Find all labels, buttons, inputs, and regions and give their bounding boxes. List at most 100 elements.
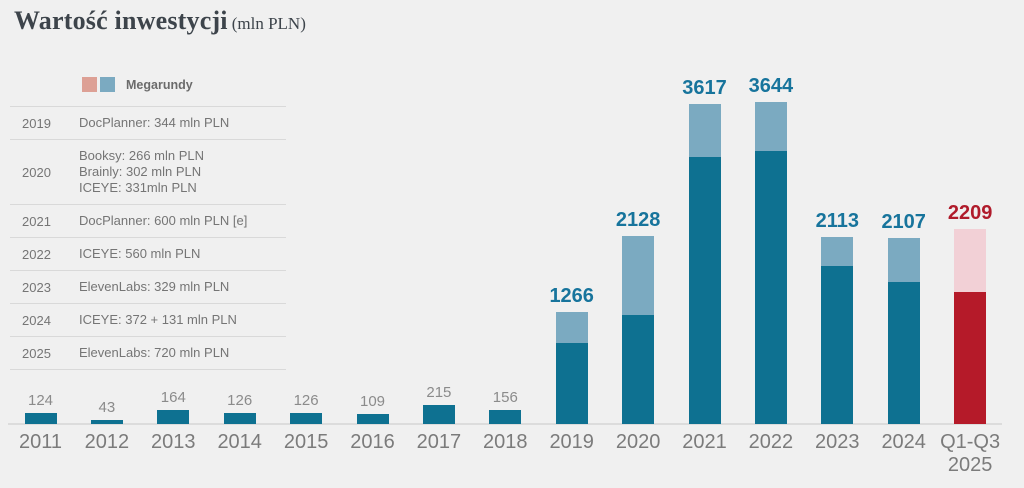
bar-column-2022: 3644	[737, 75, 804, 424]
bar-segment-base	[688, 157, 721, 424]
bar-column-2020: 2128	[605, 209, 672, 424]
bar-value-label: 124	[27, 392, 54, 409]
bar-value-label: 3617	[682, 77, 727, 100]
bar-segment-base	[821, 266, 854, 424]
page-title: Wartość inwestycji (mln PLN)	[14, 6, 306, 36]
x-axis-label: Q1-Q3 2025	[940, 431, 1001, 476]
bar-segment-base	[290, 412, 323, 424]
bar-segment-megarundy	[954, 228, 987, 293]
bar-value-label: 3644	[748, 74, 794, 97]
x-axis-label: 2018	[483, 431, 528, 453]
bar-segment-base	[223, 412, 256, 424]
megaround-row-2025: 2025 ElevenLabs: 720 mln PLN	[10, 336, 286, 369]
bar-column-2015: 126	[273, 392, 340, 424]
x-axis-label: 2015	[283, 431, 329, 453]
bar-value-label: 2128	[615, 208, 661, 231]
bar-segment-base	[24, 413, 57, 424]
chart-unit: (mln PLN)	[231, 14, 306, 33]
megaround-year: 2025	[22, 345, 51, 361]
x-axis-label: 2020	[615, 431, 661, 453]
bar-segment-base	[90, 420, 123, 424]
megaround-entry: Brainly: 302 mln PLN	[79, 164, 202, 179]
bar-segment-megarundy	[887, 237, 920, 283]
bar-value-label: 126	[227, 391, 253, 409]
megaround-entries: ElevenLabs: 329 mln PLN	[79, 279, 229, 295]
bar-value-label: 164	[160, 388, 186, 406]
bar-column-2024: 2107	[870, 211, 937, 424]
x-axis-label: 2013	[151, 431, 196, 453]
megaround-entries: ICEYE: 372 + 131 mln PLN	[79, 312, 237, 328]
megaround-entries: ICEYE: 560 mln PLN	[79, 246, 200, 262]
x-axis-label: 2023	[815, 431, 860, 453]
megaround-entry: DocPlanner: 344 mln PLN	[79, 115, 230, 130]
bar-segment-megarundy	[821, 237, 854, 267]
bar-value-label: 2107	[881, 210, 926, 233]
bar-value-label: 2113	[815, 210, 859, 233]
megaround-entries: Booksy: 266 mln PLN Brainly: 302 mln PLN I…	[79, 148, 204, 196]
bar-segment-megarundy	[555, 312, 588, 343]
megaround-entry: ICEYE: 560 mln PLN	[79, 246, 201, 261]
x-axis-label: 2021	[682, 431, 727, 453]
bar-column-2023: 2113	[804, 210, 871, 424]
bar-segment-base	[887, 282, 920, 424]
legend: Megarundy	[82, 77, 193, 92]
bar-column-2018: 156	[472, 389, 539, 424]
bar-value-label: 1266	[549, 285, 594, 308]
bar-value-label: 2209	[947, 201, 993, 224]
bar-column-Q1-Q3-2025: 2209	[937, 202, 1004, 424]
megaround-year: 2022	[22, 246, 51, 262]
bar-column-2014: 126	[206, 392, 273, 424]
bar-value-label: 215	[426, 384, 452, 401]
chart-title: Wartość inwestycji	[14, 6, 228, 35]
megaround-entry: ICEYE: 372 + 131 mln PLN	[79, 312, 237, 327]
bar-column-2016: 109	[339, 393, 406, 424]
megaround-entry: Booksy: 266 mln PLN	[79, 148, 205, 163]
x-axis-label: 2019	[549, 431, 594, 453]
megaround-year: 2021	[22, 213, 51, 229]
megaround-entry: ElevenLabs: 329 mln PLN	[79, 279, 230, 294]
bar-segment-megarundy	[688, 104, 721, 158]
megaround-entry: ICEYE: 331mln PLN	[79, 180, 197, 195]
megaround-entries: DocPlanner: 344 mln PLN	[79, 115, 229, 131]
megaround-row-2024: 2024 ICEYE: 372 + 131 mln PLN	[10, 303, 286, 336]
bar-segment-base	[754, 151, 787, 424]
megaround-row-2020: 2020 Booksy: 266 mln PLN Brainly: 302 mln …	[10, 139, 286, 204]
bar-segment-base	[954, 292, 987, 424]
bar-segment-base	[422, 405, 455, 424]
bar-segment-base	[157, 409, 190, 424]
bar-segment-base	[555, 342, 588, 424]
bar-column-2013: 164	[140, 388, 207, 424]
megaround-row-2023: 2023 ElevenLabs: 329 mln PLN	[10, 270, 286, 303]
megaround-year: 2020	[22, 164, 51, 180]
megaround-row-2021: 2021 DocPlanner: 600 mln PLN [e]	[10, 204, 286, 237]
bar-value-label: 126	[293, 391, 319, 409]
x-axis-line	[8, 423, 1002, 425]
bar-value-label: 43	[98, 399, 116, 417]
x-axis-label: 2022	[748, 431, 794, 453]
x-axis-label: 2014	[217, 431, 262, 453]
megaround-entry: DocPlanner: 600 mln PLN [e]	[79, 213, 248, 228]
megaround-entries: DocPlanner: 600 mln PLN [e]	[79, 213, 247, 229]
megaround-year: 2024	[22, 312, 51, 328]
legend-label: Megarundy	[126, 77, 193, 92]
bar-segment-base	[622, 315, 655, 424]
x-axis-label: 2011	[18, 431, 62, 453]
bar-value-label: 109	[359, 393, 386, 411]
bar-segment-base	[356, 414, 389, 424]
bar-column-2012: 43	[73, 399, 140, 424]
megaround-row-2019: 2019 DocPlanner: 344 mln PLN	[10, 106, 286, 139]
x-axis-label: 2024	[881, 431, 926, 453]
megaround-entries: ElevenLabs: 720 mln PLN	[79, 345, 229, 361]
bar-column-2011: 124	[7, 392, 74, 424]
megaround-year: 2023	[22, 279, 51, 295]
bar-column-2021: 3617	[671, 77, 738, 424]
bar-column-2019: 1266	[538, 285, 605, 424]
megaround-row-2022: 2022 ICEYE: 560 mln PLN	[10, 237, 286, 270]
x-axis-label: 2016	[350, 431, 395, 453]
bar-segment-megarundy	[754, 101, 787, 152]
megaround-entry: ElevenLabs: 720 mln PLN	[79, 345, 230, 360]
megaround-year: 2019	[22, 115, 51, 131]
x-axis-label: 2012	[84, 431, 130, 453]
megarounds-table: 2019 DocPlanner: 344 mln PLN 2020 Booksy: 2…	[10, 106, 286, 370]
